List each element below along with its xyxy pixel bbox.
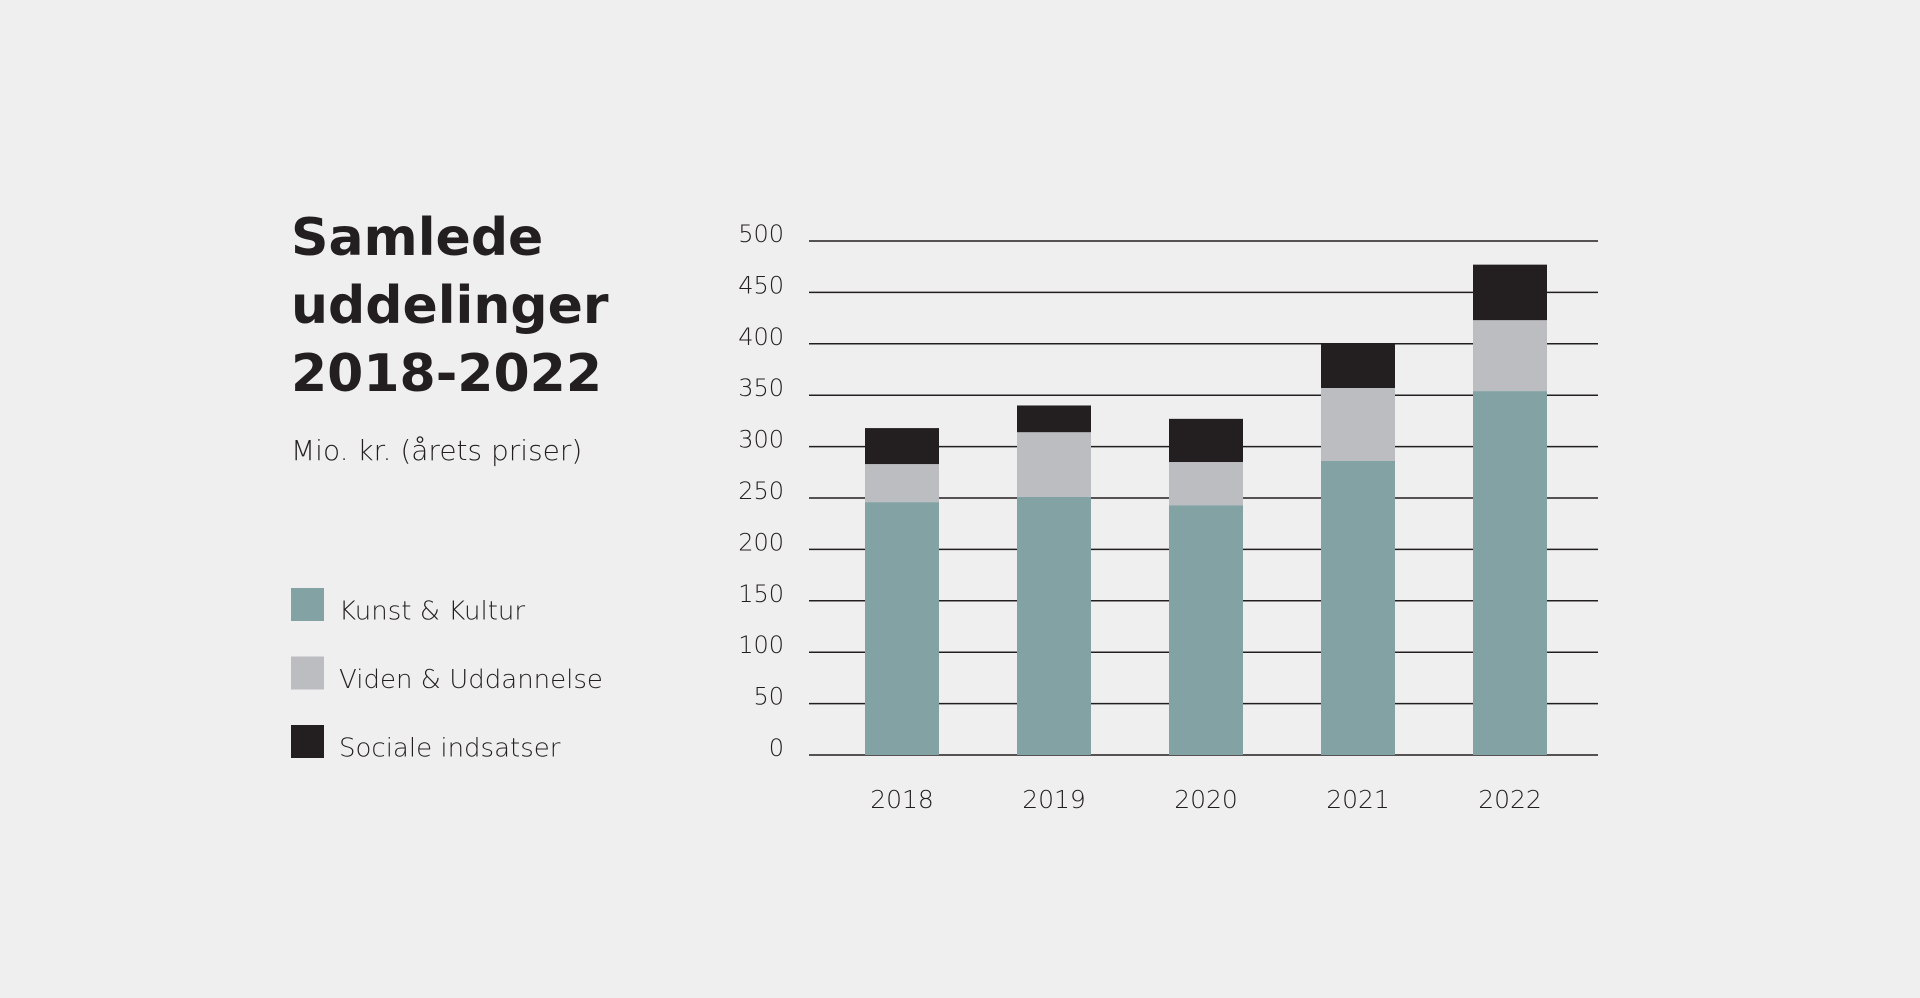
legend-label: Viden & Uddannelse xyxy=(339,665,603,695)
x-tick-label: 2019 xyxy=(1022,785,1086,814)
y-tick-label: 100 xyxy=(738,631,784,659)
legend-swatch xyxy=(291,656,324,690)
y-tick-label: 150 xyxy=(738,580,784,608)
x-tick-label: 2021 xyxy=(1326,785,1390,814)
bar-segment xyxy=(1017,405,1091,433)
chart-subtitle: Mio. kr. (årets priser) xyxy=(291,434,582,467)
y-tick-label: 400 xyxy=(738,323,784,351)
bar-segment xyxy=(1321,388,1395,461)
y-tick-label: 50 xyxy=(753,683,784,711)
bar-segment xyxy=(865,464,939,503)
legend-swatch xyxy=(291,725,324,758)
bar-segment xyxy=(1473,264,1547,321)
x-tick-label: 2022 xyxy=(1478,785,1542,814)
bar-segment xyxy=(1017,432,1091,497)
bar-segment xyxy=(1321,343,1395,389)
x-tick-label: 2020 xyxy=(1174,785,1238,814)
bar-segment xyxy=(865,428,939,465)
y-tick-label: 500 xyxy=(738,220,784,248)
bar-segment xyxy=(1473,320,1547,392)
legend-swatch xyxy=(291,588,324,621)
legend-label: Sociale indsatser xyxy=(339,734,561,764)
y-tick-label: 0 xyxy=(769,734,784,762)
legend-label: Kunst & Kultur xyxy=(339,597,525,627)
bar-segment xyxy=(865,502,939,755)
x-tick-label: 2018 xyxy=(870,785,934,814)
y-tick-label: 300 xyxy=(738,426,784,454)
bar-segment xyxy=(1321,460,1395,755)
y-tick-label: 350 xyxy=(738,374,784,402)
bar-segment xyxy=(1169,505,1243,755)
chart-title: Samlede uddelinger 2018-2022 xyxy=(291,208,609,404)
bar-segment xyxy=(1169,418,1243,463)
bar-segment xyxy=(1473,391,1547,755)
bar-segment xyxy=(1017,496,1091,755)
y-tick-label: 450 xyxy=(738,271,784,299)
bar-segment xyxy=(1169,462,1243,506)
y-tick-label: 250 xyxy=(738,477,784,505)
y-tick-label: 200 xyxy=(738,528,784,556)
